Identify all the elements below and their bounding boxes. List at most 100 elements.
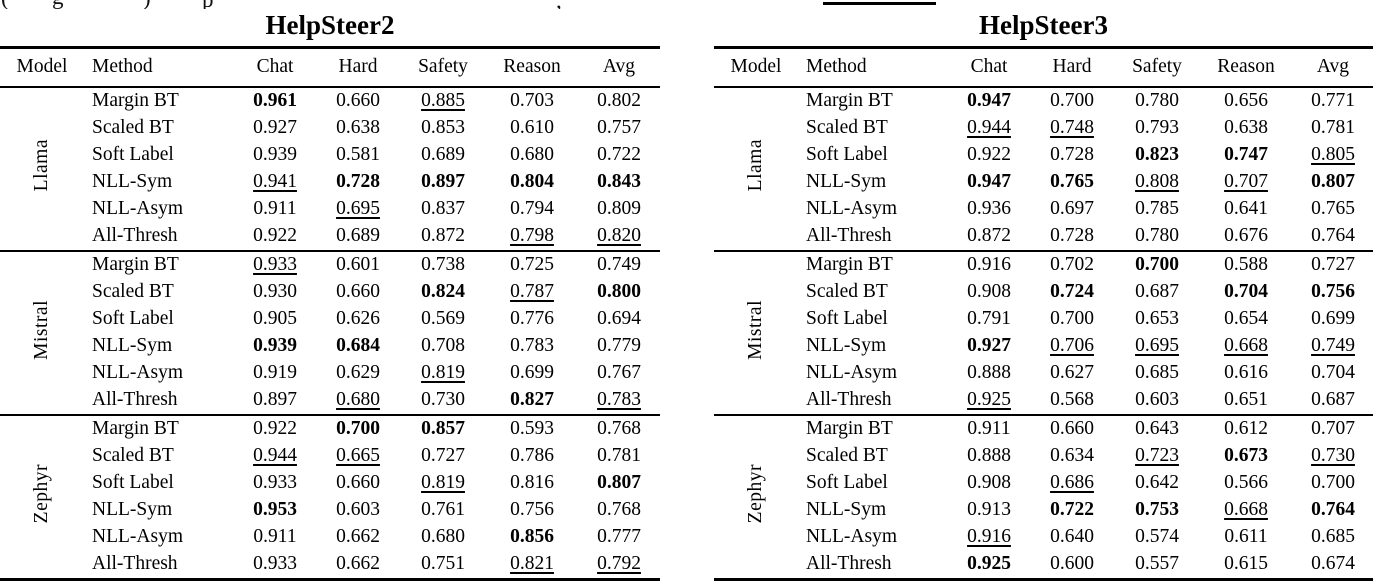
table-row: All-Thresh 0.872 0.728 0.780 0.676 0.764 <box>714 223 1373 251</box>
metric-value: 0.816 <box>510 472 554 493</box>
method-cell: NLL-Sym <box>92 335 173 356</box>
value-cell-reason: 0.566 <box>1200 470 1292 497</box>
metric-value: 0.837 <box>421 198 465 219</box>
value-cell-reason: 0.615 <box>1200 551 1292 580</box>
metric-value: 0.689 <box>421 144 465 165</box>
clipped-glyph-fragment: p <box>202 0 214 9</box>
metric-value: 0.615 <box>1224 553 1268 574</box>
metric-value: 0.706 <box>1050 335 1094 356</box>
table-title-helpsteer2: HelpSteer2 <box>265 10 395 40</box>
value-cell-avg: 0.674 <box>1292 551 1373 580</box>
method-cell: Scaled BT <box>806 281 888 302</box>
value-cell-avg: 0.685 <box>1292 524 1373 551</box>
value-cell-avg: 0.749 <box>1292 333 1373 360</box>
value-cell-safety: 0.780 <box>1114 87 1200 115</box>
metric-value: 0.777 <box>597 526 641 547</box>
metric-value: 0.783 <box>597 389 641 410</box>
metric-value: 0.927 <box>253 117 297 138</box>
method-cell: NLL-Asym <box>92 362 183 383</box>
metric-value: 0.824 <box>421 281 465 302</box>
metric-value: 0.574 <box>1135 526 1179 547</box>
metric-value: 0.793 <box>1135 117 1179 138</box>
table-row: Soft Label 0.791 0.700 0.653 0.654 0.699 <box>714 306 1373 333</box>
metric-value: 0.662 <box>336 526 380 547</box>
value-cell-chat: 0.927 <box>234 115 316 142</box>
value-cell-hard: 0.702 <box>1030 251 1114 279</box>
model-group-llama: Llama Margin BT 0.961 0.660 0.885 0.703 0.802 S… <box>0 86 660 251</box>
column-header-model: Model <box>16 56 68 78</box>
value-cell-safety: 0.793 <box>1114 115 1200 142</box>
metric-value: 0.697 <box>1050 198 1094 219</box>
metric-value: 0.933 <box>253 472 297 493</box>
value-cell-chat: 0.947 <box>948 87 1030 115</box>
metric-value: 0.660 <box>1050 418 1094 439</box>
model-label-rotated: Mistral <box>745 299 766 360</box>
metric-value: 0.660 <box>336 90 380 111</box>
table-row: Zephyr Margin BT 0.911 0.660 0.643 0.612 0.707 <box>714 415 1373 523</box>
value-cell-avg: 0.707 <box>1292 415 1373 443</box>
metric-value: 0.748 <box>1050 117 1094 138</box>
metric-value: 0.765 <box>1050 171 1094 192</box>
table-row: NLL-Asym 0.911 0.695 0.837 0.794 0.809 <box>0 196 660 223</box>
value-cell-reason: 0.756 <box>486 497 578 524</box>
model-group-llama: Llama Margin BT 0.947 0.700 0.780 0.656 0.771 S… <box>714 86 1373 251</box>
metric-value: 0.908 <box>967 472 1011 493</box>
value-cell-safety: 0.680 <box>400 524 486 551</box>
metric-value: 0.925 <box>967 389 1011 410</box>
value-cell-chat: 0.939 <box>234 142 316 169</box>
metric-value: 0.728 <box>1050 225 1094 246</box>
value-cell-avg: 0.800 <box>578 279 660 306</box>
metric-value: 0.820 <box>597 225 641 246</box>
model-group-zephyr: Zephyr Margin BT 0.922 0.700 0.857 0.593 0.768… <box>0 414 660 580</box>
value-cell-avg: 0.777 <box>578 524 660 551</box>
metric-value: 0.808 <box>1135 171 1179 192</box>
value-cell-chat: 0.908 <box>948 470 1030 497</box>
table-row: Zephyr Margin BT 0.922 0.700 0.857 0.593 0.768 <box>0 415 660 523</box>
metric-value: 0.616 <box>1224 362 1268 383</box>
value-cell-safety: 0.685 <box>1114 360 1200 387</box>
value-cell-chat: 0.941 <box>234 169 316 196</box>
metric-value: 0.643 <box>1135 418 1179 439</box>
metric-value: 0.685 <box>1135 362 1179 383</box>
value-cell-hard: 0.568 <box>1030 387 1114 415</box>
column-header-method: Method <box>806 56 867 78</box>
value-cell-hard: 0.697 <box>1030 196 1114 223</box>
metric-value: 0.673 <box>1224 445 1268 466</box>
metric-value: 0.699 <box>1311 308 1355 329</box>
method-cell: Scaled BT <box>92 445 174 466</box>
value-cell-hard: 0.600 <box>1030 551 1114 580</box>
metric-value: 0.699 <box>510 362 554 383</box>
metric-value: 0.807 <box>1311 171 1355 192</box>
metric-value: 0.791 <box>967 308 1011 329</box>
method-cell: NLL-Asym <box>806 526 897 547</box>
value-cell-chat: 0.905 <box>234 306 316 333</box>
metric-value: 0.668 <box>1224 335 1268 356</box>
metric-value: 0.730 <box>421 389 465 410</box>
column-header-reason: Reason <box>1217 56 1275 78</box>
metric-value: 0.651 <box>1224 389 1268 410</box>
value-cell-reason: 0.856 <box>486 524 578 551</box>
column-header-model: Model <box>730 56 782 78</box>
table-row: Llama Margin BT 0.961 0.660 0.885 0.703 0.802 <box>0 87 660 192</box>
value-cell-avg: 0.687 <box>1292 387 1373 415</box>
metric-value: 0.680 <box>421 526 465 547</box>
value-cell-hard: 0.695 <box>316 196 400 223</box>
metric-value: 0.786 <box>510 445 554 466</box>
clipped-glyph-fragment: g <box>52 0 64 9</box>
value-cell-hard: 0.662 <box>316 551 400 580</box>
value-cell-reason: 0.804 <box>486 169 578 196</box>
value-cell-hard: 0.662 <box>316 524 400 551</box>
model-label-rotated: Mistral <box>31 299 52 360</box>
method-cell: All-Thresh <box>92 389 178 410</box>
value-cell-safety: 0.819 <box>400 470 486 497</box>
method-cell: Scaled BT <box>92 117 174 138</box>
metric-value: 0.941 <box>253 171 297 192</box>
value-cell-reason: 0.798 <box>486 223 578 251</box>
column-header-avg: Avg <box>602 56 636 78</box>
metric-value: 0.911 <box>967 418 1011 439</box>
value-cell-safety: 0.780 <box>1114 223 1200 251</box>
value-cell-hard: 0.640 <box>1030 524 1114 551</box>
model-group-mistral: Mistral Margin BT 0.933 0.601 0.738 0.725 0.74… <box>0 250 660 415</box>
value-cell-reason: 0.707 <box>1200 169 1292 196</box>
value-cell-safety: 0.885 <box>400 87 486 115</box>
